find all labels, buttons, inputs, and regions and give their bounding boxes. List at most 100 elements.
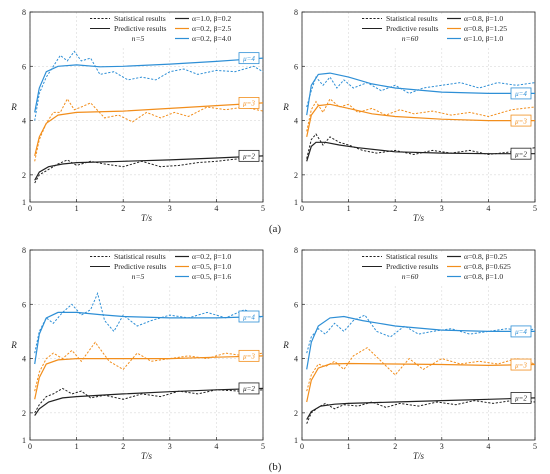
series-tag-label: μ=2	[515, 395, 527, 403]
y-axis-label: R	[282, 102, 289, 112]
y-axis-label: R	[10, 102, 17, 112]
legend-background	[86, 14, 255, 48]
series-statistical-line	[306, 347, 536, 392]
legend-parameter-entry: α=0.2, β=4.0	[192, 34, 231, 43]
series-tag-label: μ=4	[243, 55, 255, 63]
y-tick-label: 2	[22, 409, 26, 418]
legend-parameter-entry: α=0.8, β=0.625	[464, 262, 511, 271]
y-tick-label: 1	[294, 198, 298, 207]
panel-tag-b: (b)	[269, 461, 282, 473]
plot-frame	[301, 249, 536, 441]
legend-entry: Statistical results	[386, 252, 438, 261]
x-tick-label: 4	[214, 204, 218, 213]
x-tick-label: 4	[486, 442, 490, 451]
panel-tag-a: (a)	[269, 223, 282, 235]
series-predictive-line	[34, 311, 264, 365]
series-tag-label: μ=3	[515, 117, 527, 125]
x-tick-label: 1	[347, 204, 351, 213]
y-tick-label: 4	[294, 355, 298, 364]
legend-sample-size: n=5	[132, 272, 145, 281]
series-predictive-line	[306, 141, 535, 162]
series-tag-box	[510, 325, 532, 338]
series-tag-label: μ=4	[243, 313, 255, 321]
x-axis-label: T/s	[141, 213, 153, 223]
legend-entry: Predictive results	[114, 262, 167, 271]
x-axis-label: T/s	[413, 213, 425, 223]
legend-sample-size: n=60	[402, 34, 419, 43]
x-axis-label: T/s	[141, 451, 153, 461]
series-statistical-line	[34, 50, 264, 121]
series-tag-label: μ=4	[515, 90, 527, 98]
x-tick-label: 3	[440, 204, 444, 213]
series-predictive-line	[306, 72, 535, 116]
series-predictive-line	[34, 155, 264, 181]
x-tick-label: 5	[533, 204, 537, 213]
series-tag-label: μ=3	[243, 100, 255, 108]
legend-parameter-entry: α=0.8, β=1.0	[464, 14, 503, 23]
y-tick-label: 1	[22, 436, 26, 445]
x-tick-label: 3	[168, 204, 172, 213]
series-predictive-line	[306, 315, 535, 370]
y-tick-label: 4	[22, 117, 26, 126]
legend-parameter-entry: α=0.2, β=2.5	[192, 24, 231, 33]
x-axis-label: T/s	[413, 451, 425, 461]
legend-sample-size: n=60	[402, 272, 419, 281]
y-tick-label: 8	[22, 8, 26, 17]
series-tag-label: μ=3	[243, 353, 255, 361]
legend-entry: Predictive results	[114, 24, 167, 33]
series-tag-box	[238, 52, 260, 65]
x-tick-label: 0	[28, 204, 32, 213]
series-tag-label: μ=4	[515, 328, 527, 336]
y-tick-label: 4	[22, 355, 26, 364]
legend-parameter-entry: α=0.2, β=1.0	[192, 252, 231, 261]
y-tick-label: 4	[294, 117, 298, 126]
x-tick-label: 2	[121, 204, 125, 213]
legend-parameter-entry: α=0.5, β=1.0	[192, 262, 231, 271]
series-tag-box	[238, 97, 260, 109]
x-tick-label: 4	[486, 204, 490, 213]
series-tag-box	[510, 392, 532, 404]
y-tick-label: 6	[294, 300, 298, 309]
legend-parameter-entry: α=1.0, β=0.2	[192, 14, 231, 23]
series-tag-label: μ=2	[515, 150, 527, 158]
plot-frame	[29, 249, 264, 441]
y-tick-label: 2	[294, 409, 298, 418]
x-tick-label: 0	[28, 442, 32, 451]
legend-parameter-entry: α=0.8, β=0.25	[464, 252, 507, 261]
x-tick-label: 0	[300, 442, 304, 451]
series-tag-box	[510, 147, 532, 160]
series-statistical-line	[34, 387, 264, 414]
legend-background	[86, 252, 255, 286]
x-tick-label: 2	[393, 204, 397, 213]
y-tick-label: 2	[22, 171, 26, 180]
series-tag-box	[510, 114, 532, 127]
series-tag-label: μ=2	[243, 153, 255, 161]
y-tick-label: 1	[22, 198, 26, 207]
legend-parameter-entry: α=0.8, β=1.25	[464, 24, 507, 33]
series-tag-box	[238, 382, 260, 395]
series-statistical-line	[306, 133, 536, 159]
series-statistical-line	[306, 98, 536, 132]
x-tick-label: 5	[533, 442, 537, 451]
series-predictive-line	[34, 102, 264, 157]
series-predictive-line	[34, 57, 264, 113]
x-tick-label: 4	[214, 442, 218, 451]
x-tick-label: 3	[168, 442, 172, 451]
y-tick-label: 2	[294, 171, 298, 180]
legend-sample-size: n=5	[132, 34, 145, 43]
legend-background	[358, 252, 527, 286]
y-axis-label: R	[282, 340, 289, 350]
legend-background	[358, 14, 527, 48]
y-tick-label: 6	[22, 62, 26, 71]
y-tick-label: 8	[294, 8, 298, 17]
series-statistical-line	[34, 97, 264, 162]
series-statistical-line	[306, 400, 536, 424]
series-statistical-line	[34, 341, 264, 392]
x-tick-label: 3	[440, 442, 444, 451]
y-tick-label: 6	[294, 62, 298, 71]
